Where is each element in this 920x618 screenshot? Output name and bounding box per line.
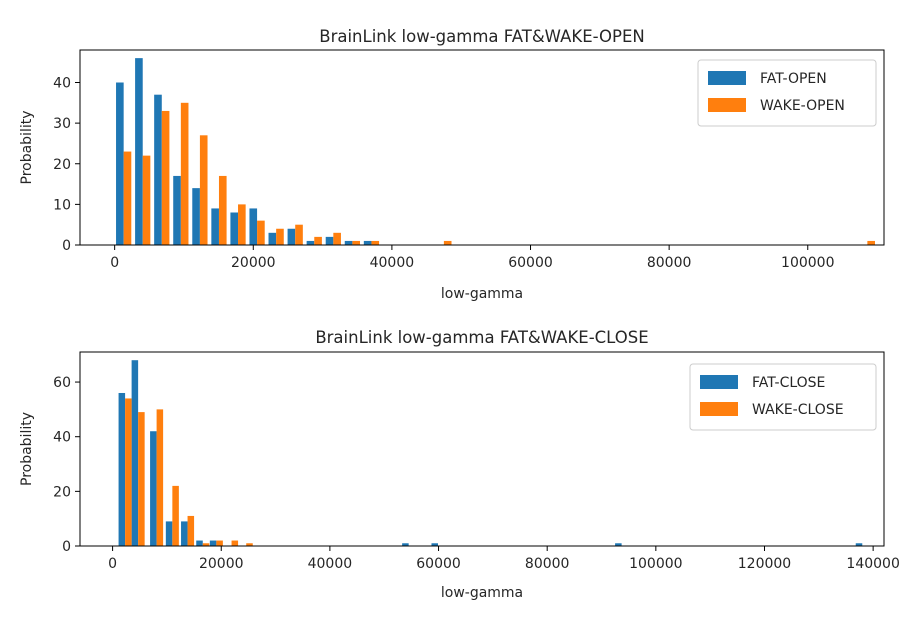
chart0-legend-box	[697, 59, 877, 127]
chart1-series0-bar	[615, 543, 622, 546]
chart1-series1-bar	[246, 543, 253, 546]
chart1-legend-box	[689, 363, 877, 431]
chart0-series0-bar	[363, 240, 372, 245]
chart1-x-tick-label: 120000	[738, 556, 791, 572]
chart1-series1-bar	[172, 485, 179, 546]
chart0-x-tick-label: 20000	[231, 255, 276, 271]
chart1-legend-swatch-0	[700, 375, 738, 389]
chart1-x-axis-label: low-gamma	[441, 585, 523, 601]
chart0-y-tick-label: 30	[53, 116, 71, 132]
chart1-series0-bar	[165, 521, 173, 546]
chart0-x-tick-label: 0	[110, 255, 119, 271]
chart0-series0-bar	[173, 175, 181, 245]
chart1-x-tick-label: 100000	[629, 556, 682, 572]
chart1-y-axis-label: Probability	[19, 412, 35, 486]
chart1-series0-bar	[150, 431, 157, 546]
chart0-series1-bar	[180, 102, 189, 245]
chart0-series1-bar	[257, 220, 265, 246]
chart0-series1-bar	[867, 240, 875, 245]
chart-open: 0 20000 40000 60000 80000 100000 0 10 20 30 40 Brai…	[19, 27, 885, 302]
chart1-title: BrainLink low-gamma FAT&WAKE-CLOSE	[315, 328, 648, 347]
chart1-legend-label-0: FAT-CLOSE	[752, 375, 825, 391]
chart1-series0-bar	[131, 360, 139, 546]
chart1-x-tick-label: 80000	[525, 556, 570, 572]
chart1-y-tick-label: 60	[53, 375, 71, 391]
chart1-x-tick-label: 0	[108, 556, 117, 572]
chart1-series1-bar	[187, 515, 195, 546]
chart0-series0-bar	[135, 58, 143, 246]
chart1-y-tick-label: 40	[53, 430, 71, 446]
chart0-series1-bar	[218, 175, 227, 245]
chart0-series1-bar	[123, 151, 132, 245]
chart0-series0-bar	[287, 228, 296, 245]
chart1-series0-bar	[196, 540, 203, 546]
chart1-legend-swatch-1	[700, 402, 738, 416]
chart1-legend-label-1: WAKE-CLOSE	[752, 402, 844, 418]
chart0-series1-bar	[295, 224, 303, 245]
chart1-series1-bar	[125, 398, 132, 546]
chart0-x-axis-label: low-gamma	[441, 286, 523, 302]
chart0-series1-bar	[238, 204, 246, 246]
chart0-series0-bar	[192, 188, 200, 246]
chart1-y-tick-label: 0	[62, 539, 71, 555]
chart0-y-tick-label: 40	[53, 76, 71, 92]
chart0-title: BrainLink low-gamma FAT&WAKE-OPEN	[319, 27, 645, 46]
chart0-series0-bar	[268, 232, 277, 245]
chart0-legend-swatch-1	[708, 98, 746, 112]
chart1-x-tick-label: 40000	[308, 556, 353, 572]
chart0-series1-bar	[161, 110, 170, 245]
chart0-series1-bar	[443, 240, 452, 245]
chart0-series0-bar	[249, 208, 258, 245]
chart0-series0-bar	[230, 212, 239, 245]
chart0-x-tick-label: 40000	[370, 255, 415, 271]
chart0-y-tick-label: 0	[62, 238, 71, 254]
chart0-series0-bar	[211, 208, 219, 245]
chart1-series0-bar	[209, 540, 217, 546]
chart1-series1-bar	[156, 409, 164, 546]
chart0-series0-bar	[325, 236, 334, 246]
chart1-series1-bar	[202, 543, 210, 546]
chart0-y-tick-label: 20	[53, 157, 71, 173]
chart1-series0-bar	[402, 543, 409, 546]
chart1-x-tick-label: 60000	[416, 556, 461, 572]
chart1-x-tick-label: 20000	[199, 556, 244, 572]
chart1-x-tick-label: 140000	[846, 556, 899, 572]
chart1-series1-bar	[216, 540, 223, 546]
chart0-series1-bar	[352, 240, 361, 245]
chart0-series0-bar	[306, 240, 315, 245]
chart0-y-axis-label: Probability	[19, 110, 35, 184]
chart0-legend-swatch-0	[708, 71, 746, 85]
chart0-x-tick-label: 60000	[508, 255, 553, 271]
chart0-series1-bar	[333, 232, 341, 245]
chart0-legend-label-0: FAT-OPEN	[760, 71, 827, 87]
chart-close: 0 20000 40000 60000 80000 100000 120000 140000 0…	[19, 328, 900, 601]
chart1-series1-bar	[138, 412, 145, 546]
chart1-axes-frame	[79, 351, 885, 547]
chart0-series1-bar	[314, 236, 322, 246]
chart0-legend-label-1: WAKE-OPEN	[760, 98, 845, 114]
chart0-axes-frame	[79, 49, 885, 246]
chart0-series1-bar	[276, 228, 284, 245]
chart0-series1-bar	[199, 135, 208, 245]
chart1-series1-bar	[231, 540, 239, 546]
chart0-series0-bar	[116, 82, 124, 245]
chart1-series0-bar	[118, 392, 126, 546]
chart0-series0-bar	[154, 94, 162, 245]
chart0-x-tick-label: 80000	[647, 255, 692, 271]
chart0-y-tick-label: 10	[53, 197, 71, 213]
chart0-series1-bar	[142, 155, 151, 246]
chart1-series0-bar	[431, 543, 438, 546]
chart1-y-tick-label: 20	[53, 484, 71, 500]
chart0-series1-bar	[371, 240, 380, 245]
chart0-series0-bar	[344, 240, 353, 245]
chart0-x-tick-label: 100000	[781, 255, 834, 271]
chart1-series0-bar	[855, 543, 863, 546]
chart1-series0-bar	[181, 521, 188, 546]
